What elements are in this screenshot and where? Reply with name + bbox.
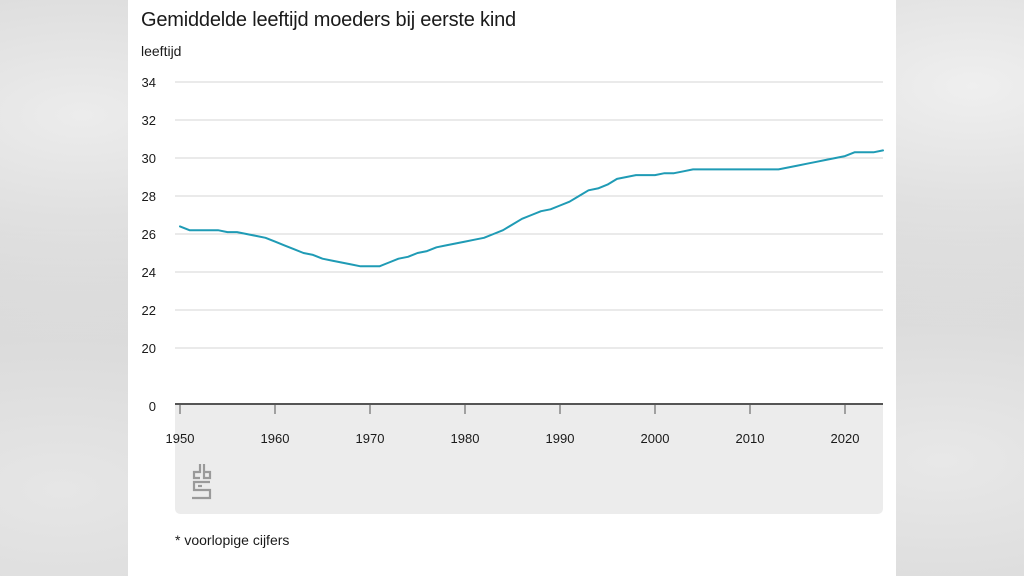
x-tick-label: 2010	[736, 431, 765, 446]
x-tick-label: 1960	[261, 431, 290, 446]
series-line	[179, 149, 884, 268]
x-tick-label: 1990	[546, 431, 575, 446]
y-tick-label: 22	[142, 303, 156, 318]
gridlines	[175, 81, 883, 349]
x-tick-label: 2000	[641, 431, 670, 446]
cbs-logo-icon	[188, 462, 216, 500]
y-tick-label: 32	[142, 113, 156, 128]
line-chart: 20 22 24 26 28 30 32 34 1950 1960 1970 1980 1990 200…	[142, 75, 884, 514]
x-tick-label: 1970	[356, 431, 385, 446]
x-tick-label: 1950	[166, 431, 195, 446]
y-axis-ticks: 20 22 24 26 28 30 32 34	[142, 75, 156, 356]
chart-title: Gemiddelde leeftijd moeders bij eerste k…	[141, 9, 516, 31]
y-tick-label: 20	[142, 341, 156, 356]
y-tick-zero: 0	[149, 399, 156, 414]
chart-card: Gemiddelde leeftijd moeders bij eerste k…	[128, 0, 896, 576]
y-tick-label: 24	[142, 265, 156, 280]
x-tick-label: 1980	[451, 431, 480, 446]
y-tick-label: 28	[142, 189, 156, 204]
y-axis-label: leeftijd	[141, 43, 182, 59]
y-tick-label: 30	[142, 151, 156, 166]
footnote: * voorlopige cijfers	[175, 532, 290, 548]
x-axis-band	[175, 404, 883, 514]
y-tick-label: 34	[142, 75, 156, 90]
y-tick-label: 26	[142, 227, 156, 242]
x-axis-ticks: 1950 1960 1970 1980 1990 2000 2010 2020	[166, 404, 860, 446]
x-tick-label: 2020	[831, 431, 860, 446]
